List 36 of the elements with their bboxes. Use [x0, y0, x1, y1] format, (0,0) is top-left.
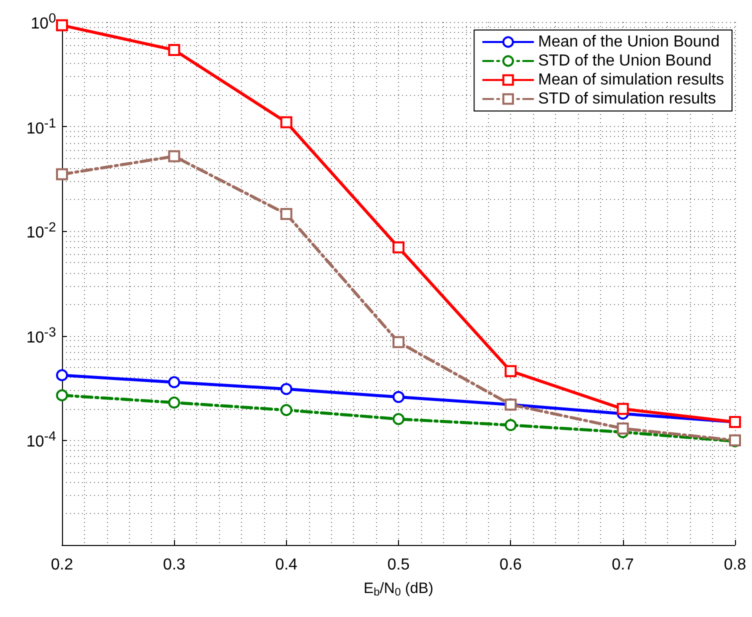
x-tick-label: 0.8 — [724, 556, 746, 574]
point — [280, 404, 292, 416]
point — [56, 389, 68, 402]
x-tick-label: 0.3 — [163, 556, 186, 574]
point — [616, 422, 629, 434]
point — [280, 383, 292, 395]
point — [392, 336, 404, 348]
x-tick-label: 0.6 — [500, 556, 522, 574]
point — [392, 390, 404, 403]
x-tick-label: 0.4 — [275, 556, 298, 574]
point — [168, 376, 180, 388]
legend-label: Mean of the Union Bound — [538, 34, 720, 50]
point — [56, 369, 68, 382]
point — [168, 150, 180, 162]
y-tick-label: 10$^{-4}$ — [26, 428, 56, 452]
point — [280, 116, 292, 128]
y-tick-label: 10$^{-3}$ — [26, 324, 56, 346]
point — [280, 208, 292, 220]
x-tick-label: 0.5 — [387, 556, 410, 574]
point — [168, 44, 180, 56]
point — [168, 396, 180, 409]
legend-label: STD of the Union Bound — [538, 52, 712, 70]
point — [616, 402, 629, 415]
point — [504, 419, 517, 432]
point — [392, 413, 404, 426]
x-tick-label: 0.2 — [50, 556, 74, 574]
point — [392, 241, 404, 254]
y-tick-label: 10$^{-1}$ — [26, 114, 56, 138]
y-tick-label: 10$^{-2}$ — [26, 220, 56, 242]
point — [56, 168, 68, 180]
y-tick-label: 10$^{0}$ — [30, 10, 56, 33]
legend-label: Mean of simulation results — [538, 72, 724, 88]
point — [56, 19, 68, 32]
x-tick-label: 0.7 — [612, 556, 634, 574]
legend-label: STD of simulation results — [538, 90, 716, 108]
point — [504, 365, 517, 378]
